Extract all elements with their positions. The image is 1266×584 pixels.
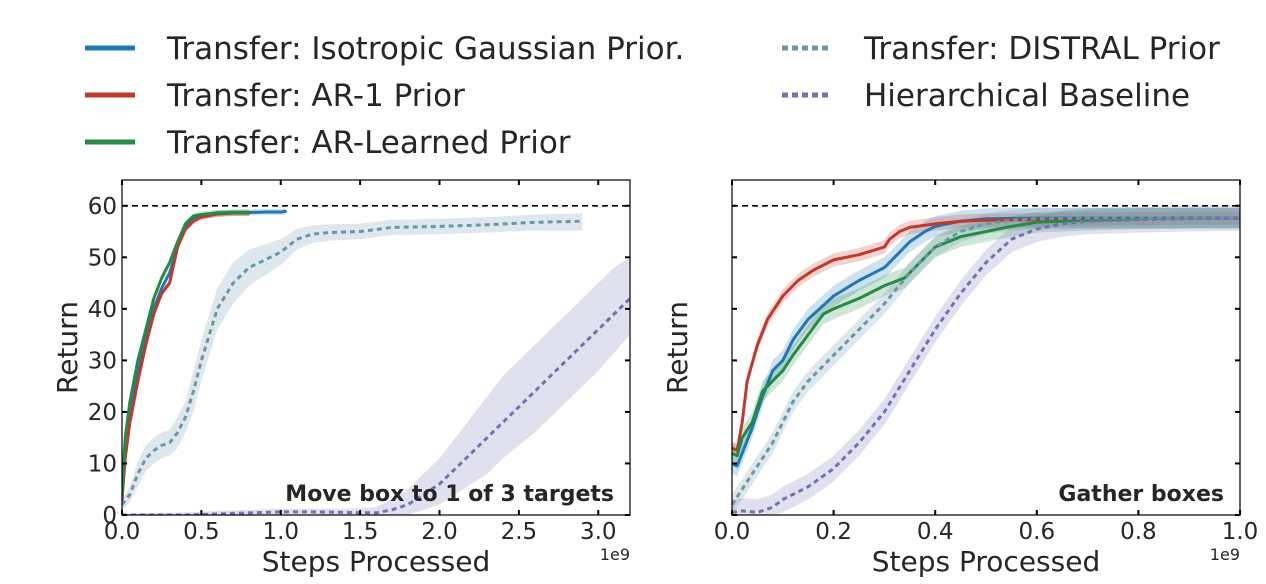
x-axis-label: Steps Processed: [872, 545, 1100, 578]
series-transfer-distral-prior: [122, 219, 583, 506]
x-tick-label: 2.0: [421, 519, 458, 545]
x-tick-label: 0.0: [714, 519, 751, 545]
y-tick-label: 0: [102, 503, 117, 529]
panel-annotation: Move box to 1 of 3 targets: [285, 482, 614, 507]
legend-label: Transfer: Isotropic Gaussian Prior.: [166, 31, 684, 67]
legend-item-hierarchical-baseline: Hierarchical Baseline: [782, 78, 1190, 114]
x-axis-label: Steps Processed: [262, 545, 490, 578]
series-hierarchical-baseline: [122, 297, 630, 515]
legend-label: Transfer: AR-Learned Prior: [166, 125, 571, 161]
x-tick-label: 0.6: [1019, 519, 1056, 545]
band-transfer-distral-prior: [122, 213, 583, 510]
band-hierarchical-baseline: [732, 205, 1240, 515]
x-tick-label: 1.0: [1222, 519, 1259, 545]
legend-item-transfer-ar-learned-prior: Transfer: AR-Learned Prior: [85, 125, 571, 161]
legend: Transfer: Isotropic Gaussian Prior. Trans…: [85, 31, 1220, 161]
series-hierarchical-baseline: [732, 216, 1240, 514]
x-tick-label: 1.0: [262, 519, 299, 545]
series-transfer-ar-1-prior: [122, 211, 251, 501]
x-tick-label: 0.0: [104, 519, 141, 545]
x-tick-label: 0.2: [815, 519, 852, 545]
axes-frame: [731, 179, 1241, 516]
legend-item-transfer-distral-prior: Transfer: DISTRAL Prior: [782, 31, 1220, 67]
legend-label: Transfer: DISTRAL Prior: [863, 31, 1220, 67]
x-tick-label: 0.8: [1120, 519, 1157, 545]
x-scale-label: 1e9: [600, 545, 630, 564]
x-tick-label: 0.5: [183, 519, 220, 545]
y-tick-label: 60: [88, 194, 117, 220]
axes-frame: [121, 179, 631, 516]
legend-label: Hierarchical Baseline: [864, 78, 1190, 114]
y-axis-label: Return: [51, 301, 84, 394]
band-transfer-isotropic-gaussian-prior: [732, 207, 1240, 477]
legend-item-transfer-isotropic-gaussian-prior: Transfer: Isotropic Gaussian Prior.: [85, 31, 684, 67]
x-scale-label: 1e9: [1210, 545, 1240, 564]
y-tick-label: 30: [88, 348, 117, 374]
legend-item-transfer-ar-1-prior: Transfer: AR-1 Prior: [85, 78, 465, 114]
x-tick-label: 2.5: [501, 519, 538, 545]
x-tick-label: 1.5: [342, 519, 379, 545]
plot-area: [122, 204, 630, 515]
y-tick-label: 20: [88, 400, 117, 426]
panel-annotation: Gather boxes: [1058, 482, 1224, 507]
series-transfer-ar-learned-prior: [122, 211, 251, 496]
band-hierarchical-baseline: [122, 257, 630, 515]
y-tick-label: 40: [88, 297, 117, 323]
y-axis-label: Return: [661, 301, 694, 394]
band-transfer-distral-prior: [732, 207, 1240, 515]
series-transfer-distral-prior: [732, 216, 1240, 506]
chart-move-box: 0.0 0.5 1.0 1.5 2.0 2.5 3.0 0 10 20 30 40 50 60 Steps …: [51, 179, 631, 578]
x-tick-label: 3.0: [580, 519, 617, 545]
legend-label: Transfer: AR-1 Prior: [166, 78, 465, 114]
series-transfer-ar-learned-prior: [732, 216, 1240, 458]
x-tick-label: 0.4: [917, 519, 954, 545]
plot-area: [732, 204, 1240, 515]
y-tick-label: 50: [88, 245, 117, 271]
y-tick-label: 10: [88, 451, 117, 477]
chart-gather-boxes: 0.0 0.2 0.4 0.6 0.8 1.0 Steps Processed Return 1…: [661, 179, 1259, 578]
